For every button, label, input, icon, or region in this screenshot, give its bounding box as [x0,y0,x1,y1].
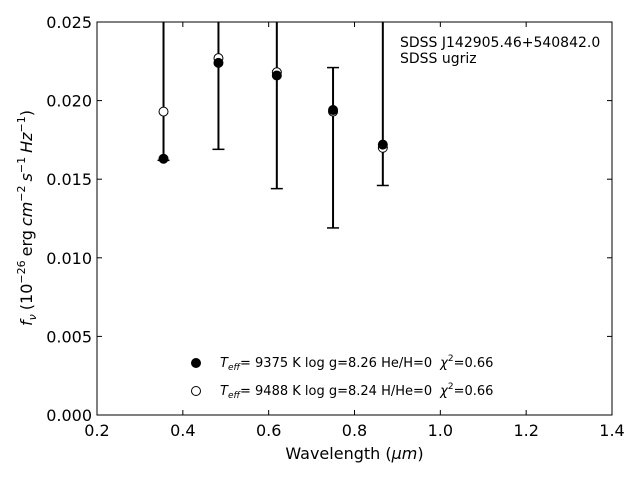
point-filled-1 [213,57,224,68]
annotation-survey: SDSS ugriz [400,51,477,67]
x-tick-label-4: 1.0 [428,421,453,440]
y-axis-title: fν(10−26ergcm−2s−1Hz−1) [15,110,39,326]
point-filled-2 [271,70,282,81]
y-tick-label-3: 0.015 [46,170,92,189]
y-tick-label-1: 0.005 [46,327,92,346]
legend-marker-open [191,386,201,396]
point-filled-0 [158,153,169,164]
legend-entry-open: Teff= 9488 K log g=8.24 H/He=0 χ2=0.66 [220,382,493,401]
plot-marks [157,22,389,229]
legend-marker-filled [191,358,201,368]
axis-ticks: 0.2 0.4 0.6 0.8 1.0 1.2 1.4 0.000 0.005 0.010 0.01… [46,13,625,440]
legend-entry-filled: Teff= 9375 K log g=8.26 He/H=0 χ2=0.66 [220,354,493,373]
x-tick-label-2: 0.6 [256,421,281,440]
y-tick-label-5: 0.025 [46,13,92,32]
x-tick-label-5: 1.2 [513,421,538,440]
annotation-object-name: SDSS J142905.46+540842.0 [400,35,600,51]
legend: Teff= 9375 K log g=8.26 He/H=0 χ2=0.66 Te… [191,354,493,401]
x-tick-label-3: 0.8 [342,421,367,440]
x-axis-title: Wavelength (μm) [285,444,423,463]
y-tick-label-0: 0.000 [46,406,92,425]
x-tick-label-1: 0.4 [170,421,195,440]
point-filled-3 [328,105,339,116]
point-open-0 [158,106,169,117]
y-tick-label-2: 0.010 [46,249,92,268]
x-tick-label-0: 0.2 [84,421,109,440]
point-filled-4 [377,139,388,150]
y-tick-label-4: 0.020 [46,92,92,111]
x-tick-label-6: 1.4 [599,421,624,440]
